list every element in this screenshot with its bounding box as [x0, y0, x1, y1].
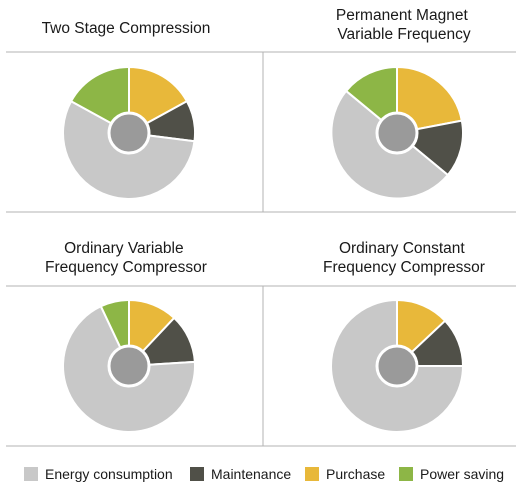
chart-title: Permanent Magnet Variable Frequency	[336, 7, 472, 43]
pie-chart-two-stage-compression: Two Stage Compression	[42, 20, 211, 200]
pie-slice-purchase	[396, 66, 463, 134]
legend-label: Maintenance	[211, 466, 291, 482]
chart-title-line: Frequency Compressor	[323, 259, 485, 276]
chart-title: Two Stage Compression	[42, 20, 211, 37]
pie-center-hole	[375, 111, 419, 155]
pie-center-hole	[107, 344, 151, 388]
legend-item-maintenance: Maintenance	[190, 466, 291, 482]
legend-swatch	[24, 467, 38, 481]
pie-chart-ordinary-variable-frequency: Ordinary Variable Frequency Compressor	[45, 240, 207, 433]
pie-slice-power-saving	[70, 66, 130, 134]
panel-grid	[6, 51, 516, 447]
legend-item-power-saving: Power saving	[399, 466, 504, 482]
pie-center-hole	[375, 344, 419, 388]
pie-slice-purchase	[128, 66, 188, 134]
chart-title: Ordinary Variable Frequency Compressor	[45, 240, 207, 276]
chart-title-line: Ordinary Variable	[64, 240, 183, 257]
chart-title: Ordinary Constant Frequency Compressor	[323, 240, 485, 276]
pie-slices	[330, 66, 464, 200]
legend: Energy consumption Maintenance Purchase …	[24, 466, 504, 482]
pie-slices	[330, 299, 464, 433]
legend-item-purchase: Purchase	[305, 466, 385, 482]
legend-label: Purchase	[326, 466, 385, 482]
chart-title-line: Two Stage Compression	[42, 20, 211, 37]
legend-label: Energy consumption	[45, 466, 173, 482]
legend-item-energy-consumption: Energy consumption	[24, 466, 173, 482]
legend-swatch	[190, 467, 204, 481]
pie-chart-ordinary-constant-frequency: Ordinary Constant Frequency Compressor	[323, 240, 485, 433]
legend-label: Power saving	[420, 466, 504, 482]
pie-slices	[62, 299, 196, 433]
chart-title-line: Ordinary Constant	[339, 240, 465, 257]
pie-chart-permanent-magnet-variable-frequency: Permanent Magnet Variable Frequency	[330, 7, 472, 200]
chart-title-line: Frequency Compressor	[45, 259, 207, 276]
chart-title-line: Permanent Magnet	[336, 7, 469, 24]
legend-swatch	[305, 467, 319, 481]
pie-slice-energy-consumption	[330, 299, 464, 433]
pie-center-hole	[107, 111, 151, 155]
legend-swatch	[399, 467, 413, 481]
pie-slices	[62, 66, 196, 200]
chart-title-line: Variable Frequency	[337, 26, 471, 43]
